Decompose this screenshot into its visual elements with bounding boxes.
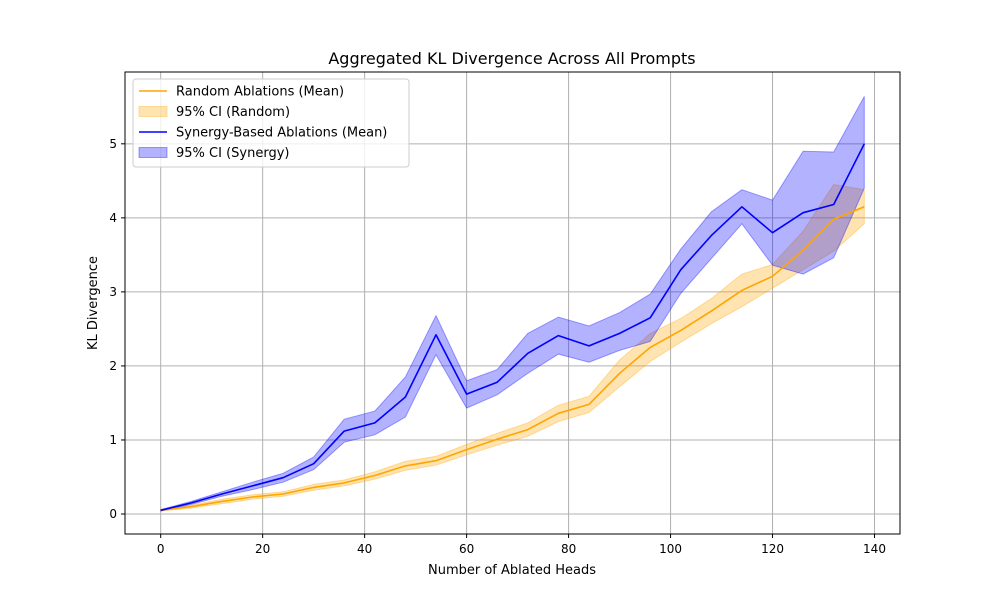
x-tick-label: 20 (255, 542, 270, 556)
y-tick-label: 5 (109, 137, 117, 151)
x-tick-label: 140 (863, 542, 886, 556)
legend-label: 95% CI (Synergy) (176, 146, 289, 161)
x-tick-label: 40 (357, 542, 372, 556)
ci-band-0 (160, 183, 865, 512)
confidence-bands (160, 96, 865, 512)
chart-title: Aggregated KL Divergence Across All Prom… (328, 49, 695, 68)
y-tick-label: 2 (109, 359, 117, 373)
series-line-1 (160, 143, 866, 512)
grid (125, 72, 900, 534)
y-tick-label: 1 (109, 433, 117, 447)
x-tick-label: 100 (659, 542, 682, 556)
legend-band-swatch (138, 106, 168, 117)
axis-ticks: 0 20 40 60 80 100 120 140 0 1 2 3 4 5 (109, 137, 886, 556)
y-axis-label: KL Divergence (86, 256, 101, 350)
x-tick-label: 120 (761, 542, 784, 556)
x-tick-label: 80 (561, 542, 576, 556)
x-tick-label: 0 (157, 542, 165, 556)
legend-label: Synergy-Based Ablations (Mean) (176, 126, 387, 141)
plot-frame (124, 71, 901, 535)
y-tick-label: 3 (109, 285, 117, 299)
legend: Random Ablations (Mean) 95% CI (Random) Sy… (132, 78, 410, 168)
ci-band-1 (160, 96, 865, 512)
x-tick-label: 60 (459, 542, 474, 556)
series-lines (160, 143, 866, 512)
legend-box (132, 78, 410, 168)
legend-band-swatch (138, 147, 168, 158)
series-line-0 (160, 206, 865, 512)
x-axis-label: Number of Ablated Heads (428, 563, 596, 578)
legend-label: Random Ablations (Mean) (176, 85, 344, 100)
legend-label: 95% CI (Random) (176, 105, 290, 120)
y-tick-label: 0 (109, 507, 117, 521)
y-tick-label: 4 (109, 211, 117, 225)
